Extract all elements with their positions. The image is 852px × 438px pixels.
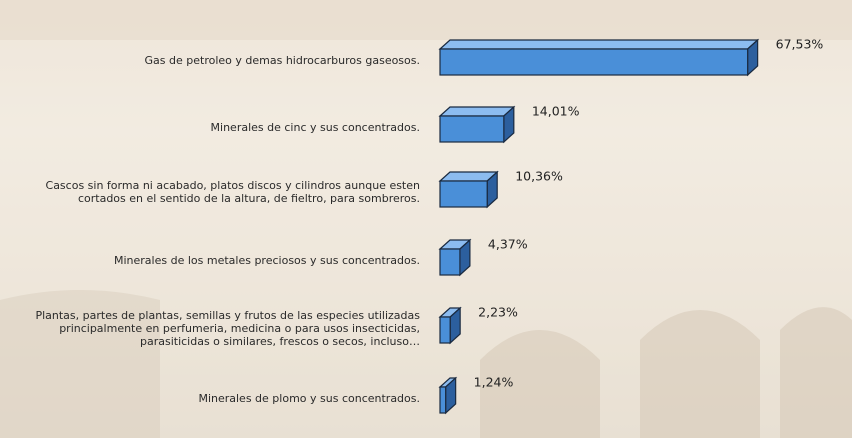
bar-front (439, 248, 461, 276)
bar-front (439, 48, 749, 76)
bar (438, 238, 472, 277)
bar (438, 38, 760, 77)
category-label: Plantas, partes de plantas, semillas y f… (35, 308, 420, 348)
bar-front (439, 316, 451, 344)
value-label: 67,53% (776, 37, 824, 52)
category-label: Cascos sin forma ni acabado, platos disc… (45, 179, 420, 205)
bar-front (439, 386, 447, 414)
bar (438, 376, 458, 415)
bar (438, 306, 462, 345)
bar-top (438, 39, 760, 50)
bar (438, 170, 499, 209)
bar-front (439, 115, 505, 143)
bar (438, 105, 516, 144)
category-label: Minerales de plomo y sus concentrados. (198, 391, 420, 405)
bar-top (438, 106, 516, 117)
category-label: Minerales de los metales preciosos y sus… (114, 253, 420, 267)
value-label: 4,37% (488, 237, 528, 252)
value-label: 2,23% (478, 305, 518, 320)
category-label: Gas de petroleo y demas hidrocarburos ga… (144, 53, 420, 67)
bar-front (439, 180, 488, 208)
value-label: 1,24% (474, 375, 514, 390)
category-label: Minerales de cinc y sus concentrados. (210, 120, 420, 134)
value-label: 14,01% (532, 104, 580, 119)
value-label: 10,36% (515, 169, 563, 184)
